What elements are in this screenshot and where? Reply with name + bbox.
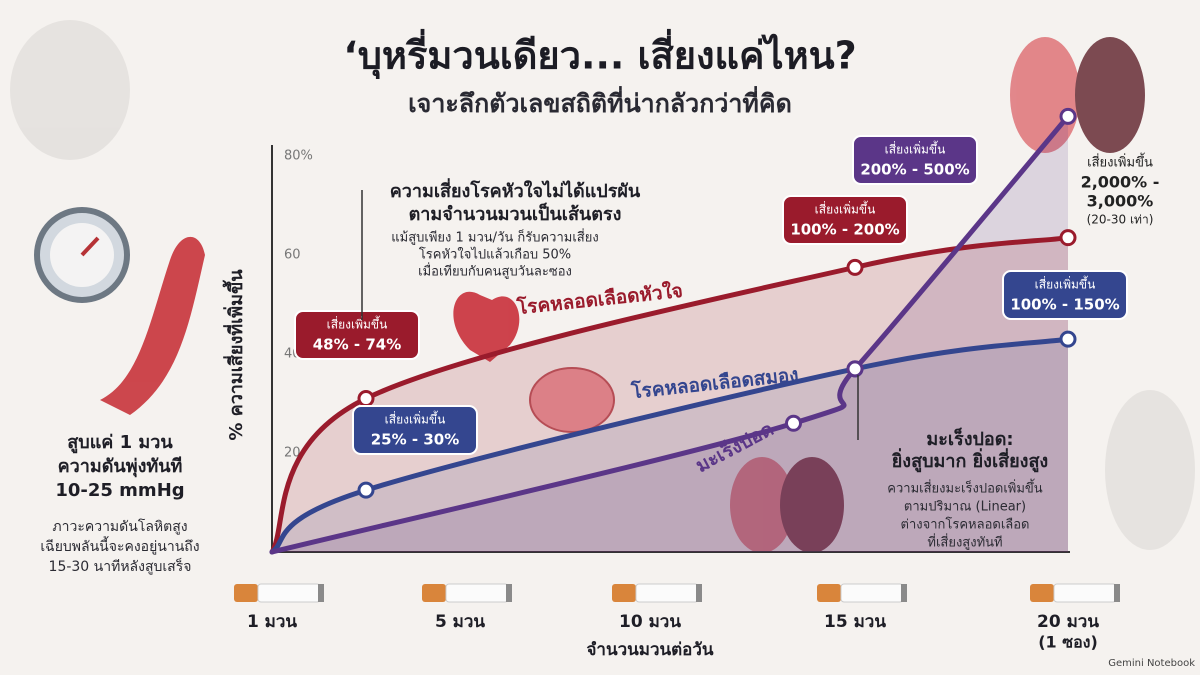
cigarette-filter bbox=[234, 584, 258, 602]
cigarette-ash bbox=[901, 584, 907, 602]
cigarette-ash bbox=[318, 584, 324, 602]
lung-icon bbox=[1010, 37, 1080, 153]
cigarette-icon bbox=[422, 583, 512, 603]
cigarette-body bbox=[445, 583, 509, 603]
area bbox=[272, 116, 1068, 553]
callout-value: 25% - 30% bbox=[371, 431, 459, 449]
callout-box bbox=[782, 195, 908, 245]
area bbox=[272, 237, 1068, 553]
smoke bbox=[10, 20, 130, 160]
gauge-needle bbox=[80, 236, 100, 257]
note-value: 3,000% bbox=[1087, 192, 1154, 211]
note-text: เสี่ยงเพิ่มขึ้น bbox=[1087, 153, 1153, 171]
callout-text: เสี่ยงเพิ่มขึ้น bbox=[327, 316, 388, 332]
cigarette-body bbox=[635, 583, 699, 603]
x-tick-label: 10 มวน bbox=[619, 612, 681, 632]
watermark: Gemini Notebook bbox=[1108, 658, 1195, 669]
callout-box bbox=[294, 310, 420, 360]
note-text: ความเสี่ยงมะเร็งปอดเพิ่มขึ้น bbox=[887, 479, 1043, 497]
panel-headline: ความดันพุ่งทันที bbox=[58, 456, 183, 478]
x-tick-label: 15 มวน bbox=[824, 612, 886, 632]
cigarette-body bbox=[840, 583, 904, 603]
lung-icon bbox=[1075, 37, 1145, 153]
callout-value: 100% - 200% bbox=[790, 221, 899, 239]
point bbox=[846, 258, 864, 276]
callout-value: 200% - 500% bbox=[860, 161, 969, 179]
cigarette-ash bbox=[696, 584, 702, 602]
cigarette-body bbox=[257, 583, 321, 603]
cigarette-icon bbox=[612, 583, 702, 603]
point bbox=[1059, 107, 1077, 125]
line bbox=[269, 235, 1071, 555]
cigarette-filter bbox=[817, 584, 841, 602]
callout-text: เสี่ยงเพิ่มขึ้น bbox=[815, 201, 876, 217]
line bbox=[269, 113, 1071, 555]
cigarette-filter bbox=[1030, 584, 1054, 602]
panel-headline: 10-25 mmHg bbox=[55, 480, 184, 501]
note-text: โรคหัวใจไปแล้วเกือบ 50% bbox=[419, 247, 571, 263]
point bbox=[1059, 229, 1077, 247]
smoke bbox=[1105, 390, 1195, 550]
note-text: แม้สูบเพียง 1 มวน/วัน ก็รับความเสี่ยง bbox=[391, 228, 598, 246]
y-tick-label: 80% bbox=[284, 149, 313, 164]
callout-text: เสี่ยงเพิ่มขึ้น bbox=[1035, 276, 1096, 292]
note-text: เมื่อเทียบกับคนสูบวันละซอง bbox=[418, 263, 572, 280]
point bbox=[1059, 330, 1077, 348]
cigarette-filter bbox=[612, 584, 636, 602]
x-axis-label: จำนวนมวนต่อวัน bbox=[586, 640, 713, 660]
callout-value: 48% - 74% bbox=[313, 336, 401, 354]
artery bbox=[100, 236, 205, 415]
callout-text: เสี่ยงเพิ่มขึ้น bbox=[885, 141, 946, 157]
panel-headline: สูบแค่ 1 มวน bbox=[67, 432, 173, 454]
callout-text: เสี่ยงเพิ่มขึ้น bbox=[385, 411, 446, 427]
cigarette-icon bbox=[234, 583, 324, 603]
panel-text: 15-30 นาทีหลังสูบเสร็จ bbox=[49, 557, 192, 575]
cigarette-body bbox=[1053, 583, 1117, 603]
note-headline: ยิ่งสูบมาก ยิ่งเสี่ยงสูง bbox=[891, 448, 1048, 473]
heart-icon bbox=[453, 291, 520, 362]
area bbox=[272, 339, 1068, 552]
lung-icon bbox=[780, 457, 844, 553]
callout-box bbox=[852, 135, 978, 185]
panel-text: เฉียบพลันนี้จะคงอยู่นานถึง bbox=[40, 536, 199, 555]
cigarette-ash bbox=[1114, 584, 1120, 602]
line bbox=[269, 336, 1071, 555]
callout-value: 100% - 150% bbox=[1010, 296, 1119, 314]
title: ‘บุหรี่มวนเดียว... เสี่ยงแค่ไหน? bbox=[343, 29, 856, 80]
cigarette-icon bbox=[1030, 583, 1120, 603]
point bbox=[846, 360, 864, 378]
x-tick-label: 5 มวน bbox=[435, 612, 485, 632]
point bbox=[357, 390, 375, 408]
note-headline: มะเร็งปอด: bbox=[926, 427, 1013, 450]
subtitle: เจาะลึกตัวเลขสถิติที่น่ากลัวกว่าที่คิด bbox=[408, 86, 792, 118]
cigarette-icon bbox=[817, 583, 907, 603]
note-value: 2,000% - bbox=[1081, 173, 1160, 192]
x-tick-label: 20 มวน bbox=[1037, 612, 1099, 632]
cigarette-ash bbox=[506, 584, 512, 602]
point bbox=[357, 481, 375, 499]
decor bbox=[10, 20, 1195, 553]
note-headline: ตามจำนวนมวนเป็นเส้นตรง bbox=[409, 202, 622, 225]
note-text: ต่างจากโรคหลอดเลือด bbox=[901, 517, 1030, 533]
brain-icon bbox=[529, 367, 615, 433]
note-text: ตามปริมาณ (Linear) bbox=[904, 500, 1026, 515]
cigarette-filter bbox=[422, 584, 446, 602]
note-headline: ความเสี่ยงโรคหัวใจไม่ได้แปรผัน bbox=[390, 178, 641, 202]
panel-text: ภาวะความดันโลหิตสูง bbox=[52, 518, 187, 535]
lung-icon bbox=[730, 457, 794, 553]
x-tick-label: 1 มวน bbox=[247, 612, 297, 632]
note-text: (20-30 เท่า) bbox=[1087, 213, 1154, 227]
y-axis-label: % ความเสี่ยงที่เพิ่มขึ้น bbox=[222, 269, 247, 441]
x-tick-note: (1 ซอง) bbox=[1038, 633, 1098, 652]
y-tick-label: 20 bbox=[284, 446, 301, 461]
point bbox=[785, 414, 802, 432]
callout-box bbox=[352, 405, 478, 455]
note-text: ที่เสี่ยงสูงทันที bbox=[927, 534, 1002, 551]
y-tick-label: 60 bbox=[284, 248, 301, 263]
callout-box bbox=[1002, 270, 1128, 320]
